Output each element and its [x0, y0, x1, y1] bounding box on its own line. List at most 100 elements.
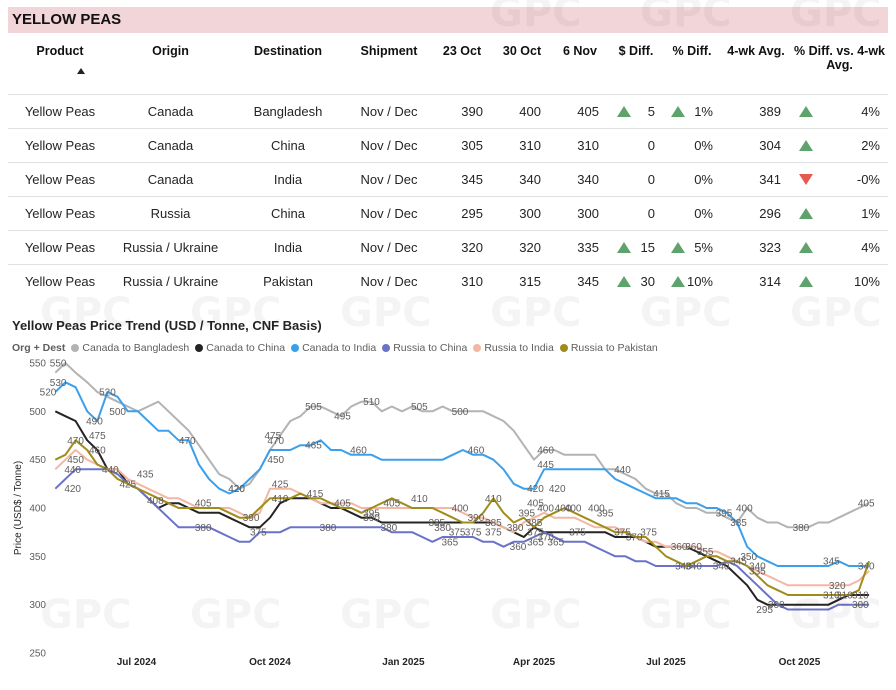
dollar-diff-value: 0	[647, 205, 655, 221]
table-row: Yellow Peas Canada India Nov / Dec 345 340 340…	[8, 161, 888, 196]
cell-30-oct: 320	[493, 229, 551, 264]
data-label: 385	[428, 518, 445, 529]
cell-6-nov: 310	[551, 127, 609, 162]
dollar-diff-value: 5	[647, 103, 655, 119]
pct-diff-value: 5%	[694, 239, 713, 255]
data-label: 405	[334, 499, 351, 510]
column-header-6-nov[interactable]: 6 Nov	[562, 44, 598, 58]
data-label: 440	[614, 465, 631, 476]
cell-30-oct: 340	[493, 161, 551, 196]
series-line	[54, 449, 870, 587]
data-label: 360	[685, 542, 702, 553]
cell-30-oct: 315	[493, 263, 551, 298]
data-label: 445	[537, 460, 554, 471]
legend-label: Canada to China	[206, 342, 286, 354]
legend-label: Canada to India	[302, 342, 377, 354]
cell-dollar-diff: 30	[609, 263, 663, 298]
cell-destination: China	[229, 195, 347, 230]
column-header-origin[interactable]: Origin	[152, 44, 189, 58]
data-label: 420	[527, 484, 544, 495]
column-header-destination[interactable]: Destination	[253, 44, 323, 58]
data-label: 440	[64, 465, 81, 476]
data-label: 400	[736, 504, 753, 515]
column-header-4wk-avg[interactable]: 4-wk Avg.	[727, 44, 785, 58]
legend-dot-icon	[473, 344, 482, 352]
data-label: 495	[334, 412, 351, 423]
column-header-shipment[interactable]: Shipment	[360, 44, 418, 58]
data-label: 425	[272, 479, 289, 490]
cell-23-oct: 345	[431, 161, 493, 196]
data-label: 380	[195, 523, 212, 534]
data-label: 385	[730, 518, 747, 529]
up-triangle-icon	[671, 275, 685, 287]
legend-item[interactable]: Russia to Pakistan	[559, 342, 658, 354]
chart-legend: Org + Dest Canada to Bangladesh Canada to…	[12, 342, 664, 354]
legend-item[interactable]: Canada to Bangladesh	[71, 342, 189, 354]
data-label: 390	[468, 513, 485, 524]
legend-dot-icon	[382, 344, 391, 352]
data-label: 420	[64, 484, 81, 495]
column-header-23-oct[interactable]: 23 Oct	[442, 44, 482, 58]
legend-item[interactable]: Canada to India	[291, 342, 376, 354]
column-header-product[interactable]: Product	[8, 36, 112, 94]
cell-pct-diff-vs-avg: -0%	[791, 161, 888, 196]
cell-4wk-avg: 389	[721, 93, 791, 128]
legend-label: Canada to Bangladesh	[82, 342, 190, 354]
pct-diff-value: 10%	[686, 273, 713, 289]
data-label: 410	[272, 494, 289, 505]
cell-pct-diff-vs-avg: 4%	[791, 229, 888, 264]
data-label: 550	[50, 359, 67, 370]
data-label: 365	[547, 537, 564, 548]
cell-destination: China	[229, 127, 347, 162]
legend-item[interactable]: Russia to India	[473, 342, 554, 354]
pct-diff-value: 0%	[694, 137, 713, 153]
data-label: 385	[526, 518, 543, 529]
cell-destination: India	[229, 161, 347, 196]
data-label: 345	[823, 557, 840, 568]
y-axis-title: Price (USD$ / Tonne)	[13, 461, 24, 555]
cell-6-nov: 335	[551, 229, 609, 264]
pct-diff-vs-avg-value: 4%	[861, 103, 880, 119]
data-label: 350	[740, 552, 757, 563]
data-label: 460	[537, 446, 554, 457]
sort-ascending-icon[interactable]	[77, 68, 85, 74]
data-label: 340	[749, 562, 766, 573]
cell-origin: Canada	[112, 93, 229, 128]
cell-4wk-avg: 304	[721, 127, 791, 162]
column-header-pct-diff[interactable]: % Diff.	[672, 44, 712, 58]
series-line	[54, 439, 871, 596]
pct-diff-vs-avg-value: 1%	[861, 205, 880, 221]
data-label: 380	[381, 523, 398, 534]
data-label: 335	[749, 566, 766, 577]
data-label: 340	[675, 562, 692, 573]
data-label: 450	[67, 455, 84, 466]
cell-product: Yellow Peas	[8, 93, 112, 128]
legend-item[interactable]: Canada to China	[195, 342, 285, 354]
series-line	[54, 381, 870, 567]
y-tick-label: 350	[29, 552, 46, 563]
legend-item[interactable]: Russia to China	[382, 342, 467, 354]
cell-23-oct: 390	[431, 93, 493, 128]
cell-dollar-diff: 0	[609, 127, 663, 162]
data-label: 470	[179, 436, 196, 447]
data-label: 345	[730, 557, 747, 568]
data-label: 395	[597, 508, 614, 519]
page-title: YELLOW PEAS	[12, 11, 122, 28]
legend-label: Russia to China	[393, 342, 468, 354]
cell-6-nov: 345	[551, 263, 609, 298]
table-row: Yellow Peas Canada Bangladesh Nov / Dec 390 4…	[8, 93, 888, 128]
data-label: 365	[442, 537, 459, 548]
pct-diff-vs-avg-value: 4%	[861, 239, 880, 255]
pct-diff-value: 0%	[694, 171, 713, 187]
data-label: 380	[320, 523, 337, 534]
cell-product: Yellow Peas	[8, 195, 112, 230]
cell-origin: Russia / Ukraine	[112, 263, 229, 298]
column-header-30-oct[interactable]: 30 Oct	[502, 44, 542, 58]
column-header-pct-diff-vs-avg[interactable]: % Diff. vs. 4-wk Avg.	[794, 44, 885, 72]
data-label: 400	[537, 504, 554, 515]
column-header-dollar-diff[interactable]: $ Diff.	[618, 44, 654, 58]
cell-23-oct: 310	[431, 263, 493, 298]
cell-dollar-diff: 5	[609, 93, 663, 128]
cell-pct-diff: 0%	[663, 161, 721, 196]
data-label: 425	[119, 479, 136, 490]
